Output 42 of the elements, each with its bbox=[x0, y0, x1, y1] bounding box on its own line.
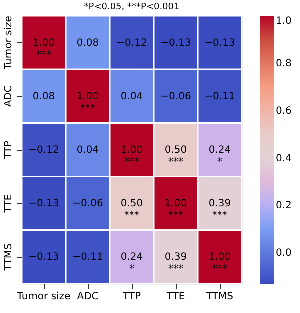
x-tick-label: Tumor size bbox=[16, 292, 71, 302]
color-bar-label: 1.0 bbox=[276, 16, 292, 27]
data-label: 1.00 *** bbox=[76, 91, 100, 114]
x-tick-label: TTE bbox=[166, 292, 186, 302]
color-bar-label: 0.8 bbox=[276, 58, 292, 70]
data-label: 0.04 bbox=[120, 91, 144, 102]
x-tick-label: ADC bbox=[77, 292, 99, 302]
y-tick-label: TTE bbox=[4, 194, 14, 214]
data-label: 0.39 *** bbox=[164, 252, 188, 276]
data-label: 0.24 * bbox=[208, 145, 232, 168]
x-tick-label: TTMS bbox=[205, 292, 234, 302]
data-label: 1.00 *** bbox=[164, 198, 188, 222]
data-label: −0.06 bbox=[72, 198, 104, 210]
y-tick-label: Tumor size bbox=[4, 16, 14, 71]
color-bar-label: 0.6 bbox=[276, 106, 292, 117]
y-tick-label: TTMS bbox=[4, 244, 14, 272]
x-tick-label: TTP bbox=[122, 292, 142, 302]
data-label: −0.11 bbox=[204, 91, 236, 102]
data-label: 0.08 bbox=[32, 91, 56, 102]
color-bar-label: 0.2 bbox=[276, 200, 292, 212]
data-label: 0.39 *** bbox=[208, 198, 232, 222]
data-label: −0.13 bbox=[160, 38, 192, 49]
data-label: −0.13 bbox=[28, 252, 60, 264]
data-label: −0.12 bbox=[28, 145, 60, 156]
data-label: −0.13 bbox=[204, 38, 236, 49]
data-label: 0.08 bbox=[76, 38, 100, 49]
data-label: −0.06 bbox=[160, 91, 192, 102]
chart-title: *P<0.05, ***P<0.001 bbox=[84, 2, 180, 12]
data-label: 1.00 *** bbox=[208, 252, 232, 276]
color-bar-label: 0.4 bbox=[276, 153, 292, 164]
color-bar-label: 0.0 bbox=[276, 248, 292, 260]
y-tick-label: ADC bbox=[4, 86, 14, 108]
data-label: 0.24 * bbox=[120, 252, 144, 276]
data-label: −0.12 bbox=[116, 38, 148, 49]
data-label: 0.50 *** bbox=[164, 145, 188, 168]
data-label: 1.00 *** bbox=[120, 145, 144, 168]
data-label: −0.13 bbox=[28, 198, 60, 210]
data-label: −0.11 bbox=[72, 252, 104, 264]
y-tick-label: TTP bbox=[4, 140, 14, 160]
data-label: 0.04 bbox=[76, 145, 100, 156]
data-label: 0.50 *** bbox=[120, 198, 144, 222]
data-label: 1.00 *** bbox=[32, 38, 56, 61]
